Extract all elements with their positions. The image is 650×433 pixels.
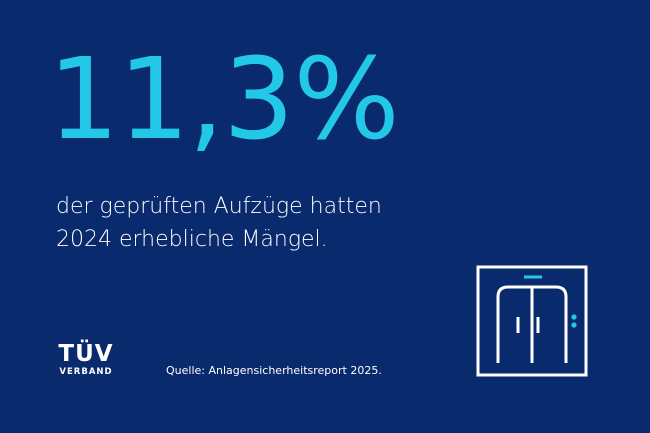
source-note: Quelle: Anlagensicherheitsreport 2025. — [166, 364, 382, 377]
logo-brand: TÜV — [58, 341, 114, 367]
description-text: der geprüften Aufzüge hatten 2024 erhebl… — [56, 190, 436, 256]
elevator-icon — [476, 265, 588, 377]
description-line-1: der geprüften Aufzüge hatten — [56, 194, 382, 219]
description-line-2: 2024 erhebliche Mängel. — [56, 227, 328, 252]
headline-statistic: 11,3% — [48, 35, 400, 165]
logo-subtitle: VERBAND — [59, 367, 113, 377]
tuev-verband-logo: TÜV VERBAND — [54, 342, 118, 384]
